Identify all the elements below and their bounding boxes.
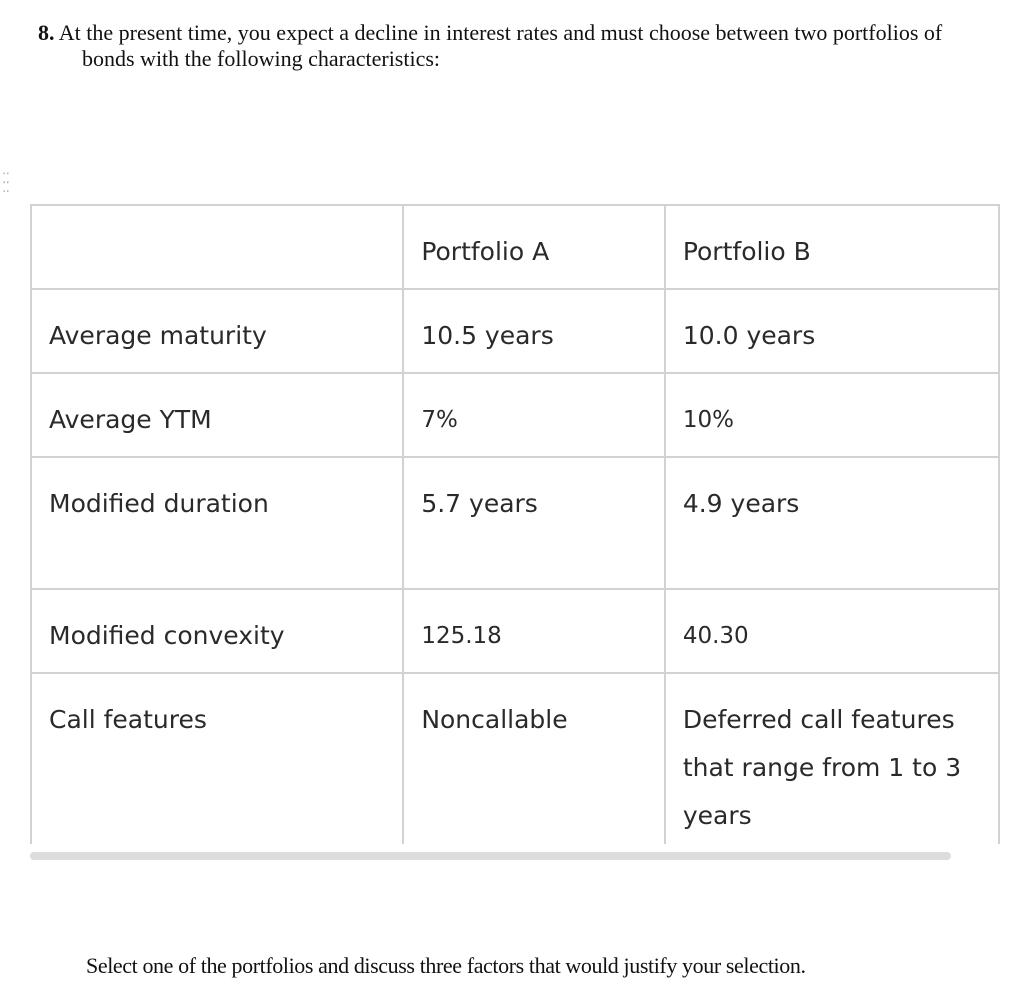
portfolio-b-value: 40.30 [663,588,1000,674]
table-header-row: Portfolio A Portfolio B [30,204,1000,290]
table-scroll-container[interactable]: Portfolio A Portfolio B Average maturity… [30,204,1000,844]
portfolio-a-value: 10.5 years [402,288,666,374]
portfolio-comparison-table: Portfolio A Portfolio B Average maturity… [30,204,1000,844]
table-row: Average YTM 7% 10% [30,372,1000,458]
question-line-1: At the present time, you expect a declin… [58,20,943,45]
question-number: 8. [38,20,55,45]
portfolio-a-value: 125.18 [402,588,666,674]
portfolio-a-value: Noncallable [402,672,666,844]
portfolio-b-value: 4.9 years [663,456,1000,590]
portfolio-b-value: 10.0 years [663,288,1000,374]
row-label: Average maturity [30,288,405,374]
header-cell-portfolio-a: Portfolio A [402,204,666,290]
question-text: 8. At the present time, you expect a dec… [38,20,1008,72]
portfolio-a-value: 5.7 years [402,456,666,590]
row-label: Modified convexity [30,588,405,674]
table-row: Modified duration 5.7 years 4.9 years [30,456,1000,590]
row-label: Modified duration [30,456,405,590]
table-row: Modified convexity 125.18 40.30 [30,588,1000,674]
portfolio-a-value: 7% [402,372,666,458]
drag-handle-icon[interactable]: ⁚⁚ ⁚⁚ [2,171,10,196]
header-cell-portfolio-b: Portfolio B [663,204,1000,290]
discussion-prompt: Select one of the portfolios and discuss… [86,953,806,978]
horizontal-scrollbar[interactable] [30,852,951,860]
portfolio-b-value: 10% [663,372,1000,458]
row-label: Average YTM [30,372,405,458]
table-row: Average maturity 10.5 years 10.0 years [30,288,1000,374]
header-cell-empty [30,204,405,290]
question-line-2: bonds with the following characteristics… [82,46,441,71]
row-label: Call features [30,672,405,844]
table-row: Call features Noncallable Deferred call … [30,672,1000,844]
portfolio-b-value: Deferred call features that range from 1… [663,672,1000,844]
